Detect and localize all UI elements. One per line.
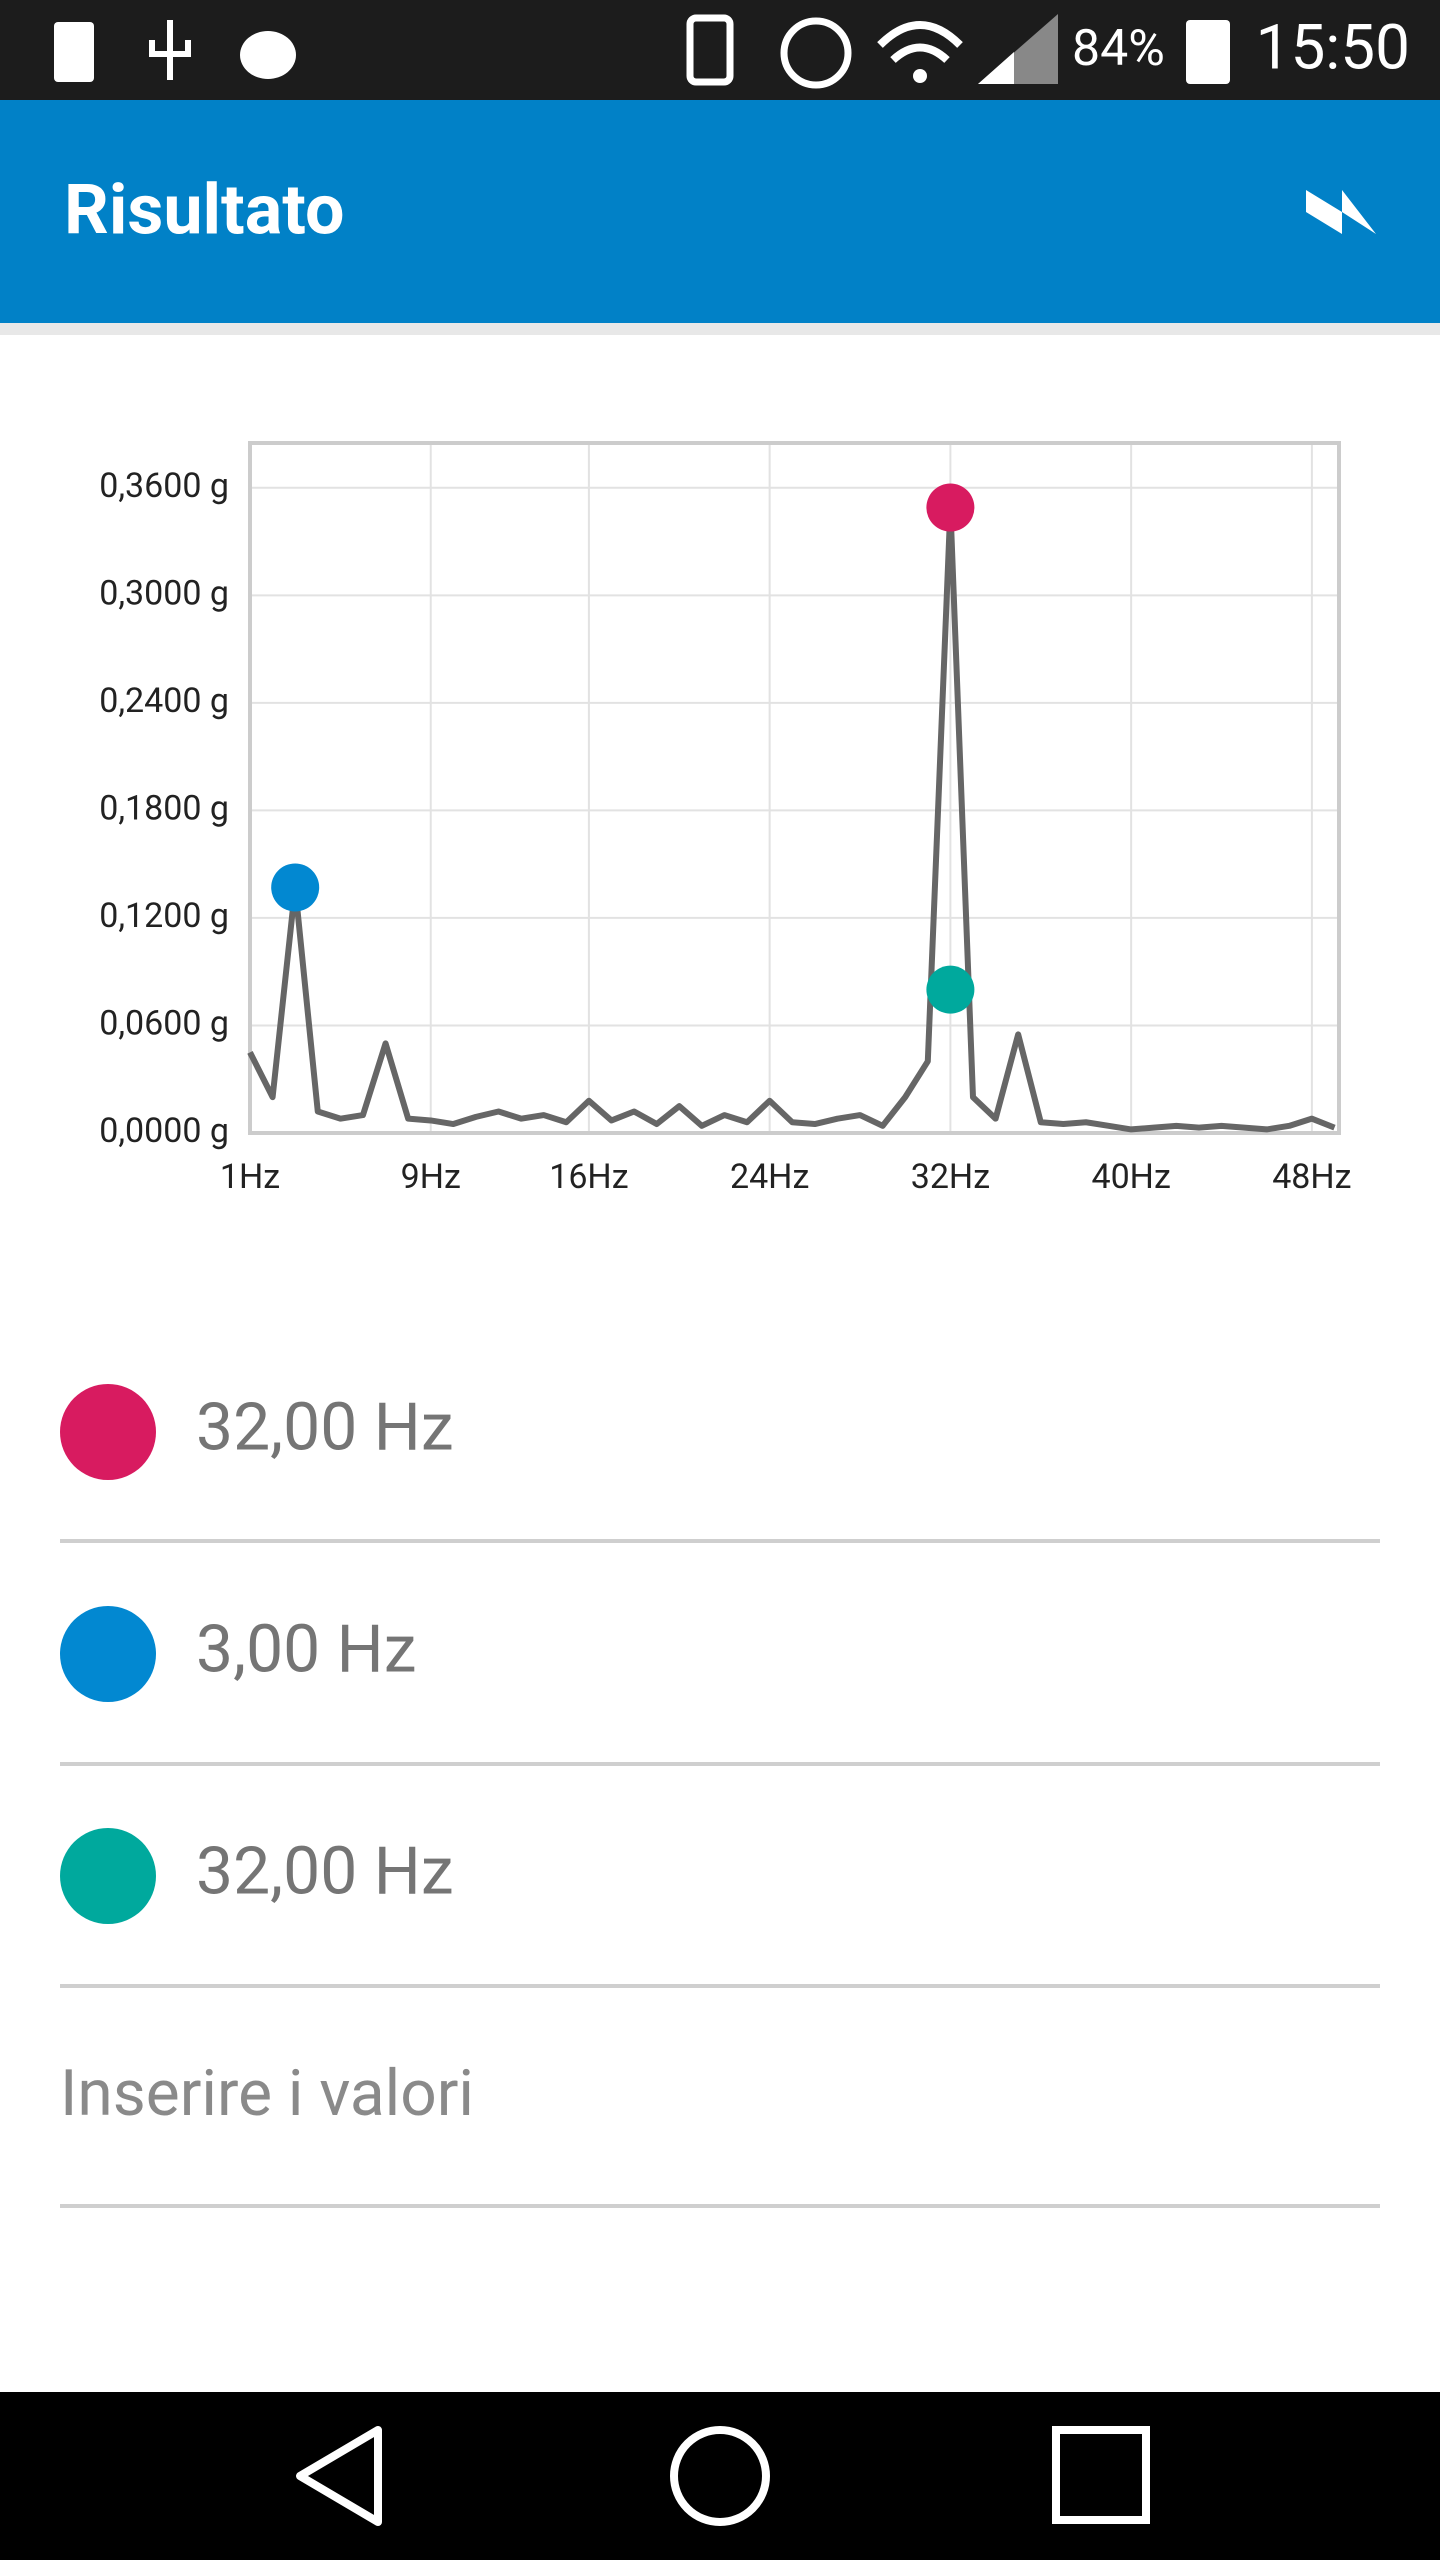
peak-marker [926, 965, 975, 1014]
status-icon [877, 21, 963, 64]
y-tick-label: 0,3000 g [99, 573, 229, 613]
x-tick-label: 24Hz [730, 1157, 809, 1197]
spectrum-line [247, 504, 1336, 1133]
x-tick-label: 9Hz [401, 1157, 461, 1197]
y-tick-label: 0,0000 g [99, 1111, 229, 1151]
x-tick-label: 1Hz [220, 1157, 280, 1197]
status-icon [240, 31, 296, 79]
clock: 15:50 [1256, 11, 1410, 84]
y-tick-label: 0,3600 g [99, 466, 229, 506]
recents-button[interactable] [1052, 2426, 1150, 2524]
back-button[interactable] [296, 2426, 382, 2526]
result-dot [60, 1828, 156, 1924]
x-tick-label: 48Hz [1272, 1157, 1351, 1197]
peak-marker [271, 863, 320, 912]
input-placeholder[interactable]: Inserire i valori [60, 2056, 474, 2131]
x-tick-label: 16Hz [549, 1157, 628, 1197]
status-icon [978, 52, 1014, 84]
peak-marker [926, 483, 975, 532]
battery-text: 84% [1072, 20, 1165, 78]
y-tick-label: 0,1800 g [99, 788, 229, 828]
y-tick-label: 0,1200 g [99, 896, 229, 936]
result-text: 3,00 Hz [196, 1611, 416, 1688]
result-text: 32,00 Hz [196, 1833, 454, 1910]
y-tick-label: 0,2400 g [99, 681, 229, 721]
x-tick-label: 32Hz [911, 1157, 990, 1197]
nav-bar [0, 2392, 1440, 2560]
result-list: 32,00 Hz 3,00 Hz 32,00 Hz [60, 1384, 1380, 1988]
result-text: 32,00 Hz [196, 1389, 454, 1466]
status-icon [780, 17, 852, 89]
battery-icon [1186, 20, 1230, 84]
status-icon [149, 20, 191, 80]
status-icon [686, 14, 734, 86]
app-bar-shadow [0, 323, 1440, 335]
rewind-button[interactable] [1306, 190, 1376, 234]
result-dot [60, 1606, 156, 1702]
status-icon [913, 69, 927, 83]
y-tick-label: 0,0600 g [99, 1003, 229, 1043]
home-button[interactable] [670, 2426, 770, 2526]
app-bar [0, 100, 1440, 323]
chart: 0,0000 g 0,0600 g 0,1200 g 0,1800 g 0,2400 g… [99, 441, 1352, 1197]
plot-frame [248, 441, 1341, 1135]
app-title: Risultato [64, 169, 345, 251]
result-dot [60, 1384, 156, 1480]
x-tick-label: 40Hz [1091, 1157, 1170, 1197]
status-icon [54, 22, 94, 82]
